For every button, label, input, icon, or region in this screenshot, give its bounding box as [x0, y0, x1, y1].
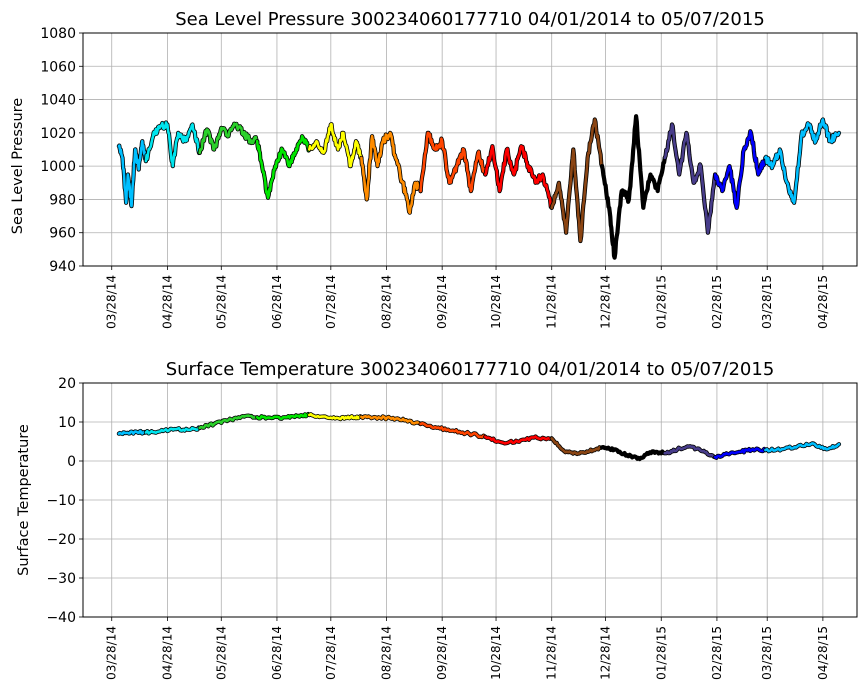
x-tick-label: 06/28/14 [270, 626, 284, 680]
y-tick-label: 1060 [40, 59, 76, 75]
series-line [550, 437, 604, 456]
x-tick-label: 06/28/14 [270, 275, 284, 329]
axes-frame-pressure [82, 32, 858, 267]
plot-area-temperature [116, 412, 842, 462]
series-line [419, 422, 487, 439]
x-tick-label: 11/28/14 [545, 275, 559, 329]
x-tick-label: 01/28/15 [654, 626, 668, 680]
y-tick-label: −20 [46, 532, 76, 548]
x-tick-label: 10/28/14 [489, 626, 503, 680]
series-line [713, 447, 767, 460]
y-axis-label-temperature: Surface Temperature [16, 424, 32, 576]
series-line [550, 118, 604, 243]
y-tick-label: 980 [49, 192, 76, 208]
plot-area-pressure [116, 114, 842, 260]
series-line [713, 129, 767, 210]
y-tick-label: 10 [58, 415, 76, 431]
series-line [600, 445, 667, 461]
x-tick-label: 04/28/15 [816, 626, 830, 680]
x-tick-label: 09/28/14 [435, 275, 449, 329]
chart-panel-pressure: Sea Level Pressure 300234060177710 04/01… [10, 9, 858, 329]
x-tick-label: 02/28/15 [710, 275, 724, 329]
x-tick-label: 12/28/14 [599, 275, 613, 329]
series-line [308, 122, 363, 168]
x-tick-label: 11/28/14 [545, 626, 559, 680]
series-line [117, 139, 148, 208]
y-tick-label: 960 [49, 226, 76, 242]
y-tick-label: 1000 [40, 159, 76, 175]
axis-ticks-pressure: 940 960 980 1000 1020 1040 1060 1080 03/28/14 04/… [40, 26, 830, 329]
x-tick-label: 05/28/14 [214, 626, 228, 680]
y-tick-label: 20 [58, 376, 76, 392]
y-tick-label: −10 [46, 493, 76, 509]
series-line [255, 412, 311, 421]
series-line [360, 415, 422, 426]
x-tick-label: 08/28/14 [379, 626, 393, 680]
y-tick-label: 940 [49, 259, 76, 275]
series-line [198, 122, 259, 155]
grid-pressure [83, 32, 857, 267]
x-tick-label: 04/28/14 [160, 275, 174, 329]
chart-title-temperature: Surface Temperature 300234060177710 04/0… [166, 359, 775, 380]
series-line [484, 435, 553, 445]
x-tick-label: 07/28/14 [324, 626, 338, 680]
series-line [764, 442, 841, 453]
series-line [255, 134, 311, 200]
x-tick-label: 12/28/14 [599, 626, 613, 680]
chart-panel-temperature: Surface Temperature 300234060177710 04/0… [16, 359, 858, 680]
series-line [144, 426, 201, 435]
y-tick-label: 1040 [40, 93, 76, 109]
series-line [198, 414, 259, 430]
y-tick-label: −30 [46, 571, 76, 587]
x-tick-label: 04/28/14 [160, 626, 174, 680]
x-tick-label: 09/28/14 [435, 626, 449, 680]
x-tick-label: 03/28/14 [105, 275, 119, 329]
series-line [308, 412, 363, 421]
y-tick-label: 1080 [40, 26, 76, 42]
x-tick-label: 07/28/14 [324, 275, 338, 329]
chart-title-pressure: Sea Level Pressure 300234060177710 04/01… [175, 9, 765, 30]
x-tick-label: 03/28/15 [760, 626, 774, 680]
series-line [663, 444, 717, 459]
series-line [360, 131, 422, 214]
x-tick-label: 03/28/14 [105, 626, 119, 680]
x-tick-label: 10/28/14 [489, 275, 503, 329]
series-line [764, 118, 841, 205]
x-tick-label: 05/28/14 [214, 275, 228, 329]
x-tick-label: 08/28/14 [379, 275, 393, 329]
series-line [419, 131, 487, 193]
x-tick-label: 01/28/15 [654, 275, 668, 329]
series-line [663, 123, 717, 234]
series-line [484, 144, 553, 210]
y-tick-label: 0 [67, 454, 76, 470]
y-axis-label-pressure: Sea Level Pressure [10, 98, 26, 234]
y-tick-label: −40 [46, 610, 76, 626]
x-tick-label: 04/28/15 [816, 275, 830, 329]
x-tick-label: 03/28/15 [760, 275, 774, 329]
x-tick-label: 02/28/15 [710, 626, 724, 680]
series-line [144, 121, 201, 168]
axis-ticks-temperature: −40 −30 −20 −10 0 10 20 03/28/14 04/28/14 05/28/1… [46, 376, 829, 680]
series-line [600, 114, 667, 259]
grid-temperature [83, 382, 857, 618]
series-line [117, 429, 148, 436]
y-tick-label: 1020 [40, 126, 76, 142]
